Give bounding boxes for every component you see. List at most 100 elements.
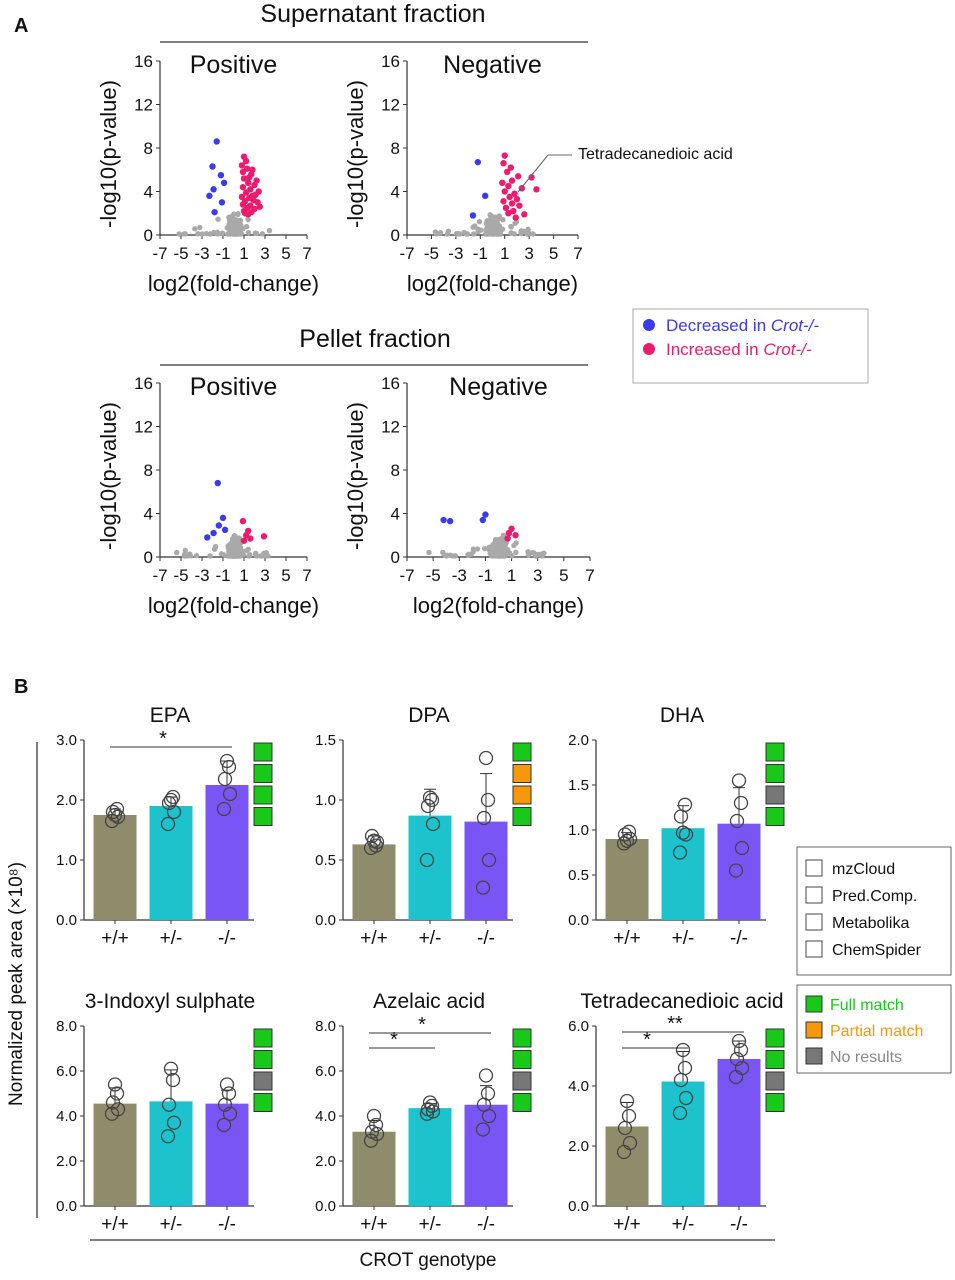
bar: [717, 1059, 761, 1206]
volcano-x-label: log2(fold-change): [407, 271, 578, 296]
x-tick-label: -7: [152, 566, 167, 585]
increased-point: [260, 533, 268, 540]
x-tick-label: +/+: [613, 1214, 640, 1235]
decreased-point: [217, 171, 225, 179]
increased-point: [499, 179, 506, 186]
increased-point: [501, 152, 508, 159]
match-box-full: [253, 1093, 273, 1112]
volcano-y-label: -log10(p-value): [343, 80, 368, 228]
grey-point: [207, 553, 213, 559]
no-results-swatch: [805, 1047, 823, 1065]
decreased-point: [479, 516, 487, 524]
bar: [408, 815, 452, 920]
match-box-full: [253, 785, 273, 805]
increased-point: [247, 535, 254, 542]
grey-point: [233, 544, 239, 551]
bar: [605, 1126, 649, 1206]
grey-point: [496, 549, 503, 555]
grey-point: [226, 214, 232, 221]
x-tick-label: 7: [302, 244, 311, 263]
data-point: [481, 852, 497, 868]
grey-point: [236, 219, 242, 226]
grey-point: [483, 229, 490, 235]
data-point: [216, 801, 232, 817]
increased-point: [255, 188, 262, 195]
grey-point: [426, 549, 432, 556]
db-label-3: Metabolika: [832, 915, 909, 932]
match-box-full: [512, 1093, 532, 1112]
bar: [464, 1104, 508, 1206]
increased-point: [501, 188, 508, 195]
x-tick-label: -1: [473, 244, 488, 263]
grey-point: [193, 552, 200, 559]
x-tick-label: -7: [399, 244, 414, 263]
y-tick-label: 2.0: [56, 1153, 77, 1170]
x-tick-label: 3: [260, 566, 269, 585]
bar: [149, 806, 193, 920]
match-box-full: [765, 807, 785, 826]
x-tick-label: -5: [173, 244, 188, 263]
grey-point: [243, 547, 250, 554]
x-tick-label: -/-: [218, 1214, 236, 1235]
y-tick-label: 12: [381, 96, 400, 115]
match-box-full: [765, 1093, 785, 1112]
data-point: [476, 810, 492, 826]
grey-point: [199, 231, 205, 237]
y-tick-label: 4.0: [568, 1078, 589, 1095]
increased-point: [512, 532, 519, 539]
grey-point: [218, 551, 225, 557]
bar-chart-epa: EPA 0.0 1.0 2.0 3.0 +/+ +/- -/- *: [56, 704, 273, 949]
bar-chart-title: Azelaic acid: [373, 990, 485, 1013]
grey-point: [475, 228, 481, 235]
x-tick-label: -5: [424, 244, 439, 263]
y-tick-label: 2.0: [568, 1138, 589, 1155]
data-point: [729, 813, 745, 829]
x-tick-label: -7: [399, 566, 414, 585]
increased-point: [508, 200, 516, 207]
x-tick-label: +/+: [101, 928, 128, 949]
grey-point: [245, 216, 251, 223]
bar: [205, 1103, 249, 1206]
data-point: [109, 801, 125, 817]
y-tick-label: 0.0: [315, 912, 336, 929]
y-tick-label: 6.0: [568, 1018, 589, 1035]
data-point: [424, 1098, 440, 1114]
grey-point: [230, 549, 237, 555]
grey-point: [454, 231, 460, 237]
data-point: [621, 824, 637, 839]
increased-point: [245, 179, 252, 186]
db-label-2: Pred.Comp.: [832, 888, 917, 905]
x-tick-label: -3: [194, 566, 209, 585]
data-point: [675, 825, 691, 840]
grey-point: [474, 546, 481, 552]
data-point: [672, 845, 688, 860]
decreased-point: [220, 179, 228, 186]
x-tick-label: -3: [448, 244, 463, 263]
increased-point: [512, 214, 519, 221]
decreased-point: [215, 522, 222, 529]
volcano-y-label: -log10(p-value): [96, 402, 121, 550]
match-box-full: [512, 1050, 532, 1069]
match-box-none: [512, 1071, 532, 1091]
grey-point: [197, 224, 203, 231]
decreased-point: [219, 514, 227, 522]
y-tick-label: 2.0: [568, 732, 589, 749]
y-tick-label: 8: [391, 461, 400, 480]
match-box-full: [512, 1028, 532, 1048]
increased-point: [513, 195, 521, 203]
panel-label-a: A: [14, 15, 28, 37]
increased-point: [500, 160, 507, 167]
significance-label: *: [418, 1014, 426, 1036]
grey-point: [182, 547, 188, 554]
x-tick-label: +/+: [613, 928, 640, 949]
match-legend-box: [796, 984, 952, 1074]
y-tick-label: 1.5: [568, 777, 589, 794]
y-tick-label: 4: [144, 505, 153, 524]
increased-point: [241, 210, 249, 217]
y-tick-label: 4: [144, 183, 153, 202]
data-point: [480, 1086, 496, 1101]
x-tick-label: -/-: [730, 928, 748, 949]
bar-chart-dha: DHA 0.0 0.5 1.0 1.5 2.0 +/+ +/- -/-: [568, 704, 785, 949]
increased-point: [505, 182, 512, 190]
bar: [93, 815, 137, 920]
